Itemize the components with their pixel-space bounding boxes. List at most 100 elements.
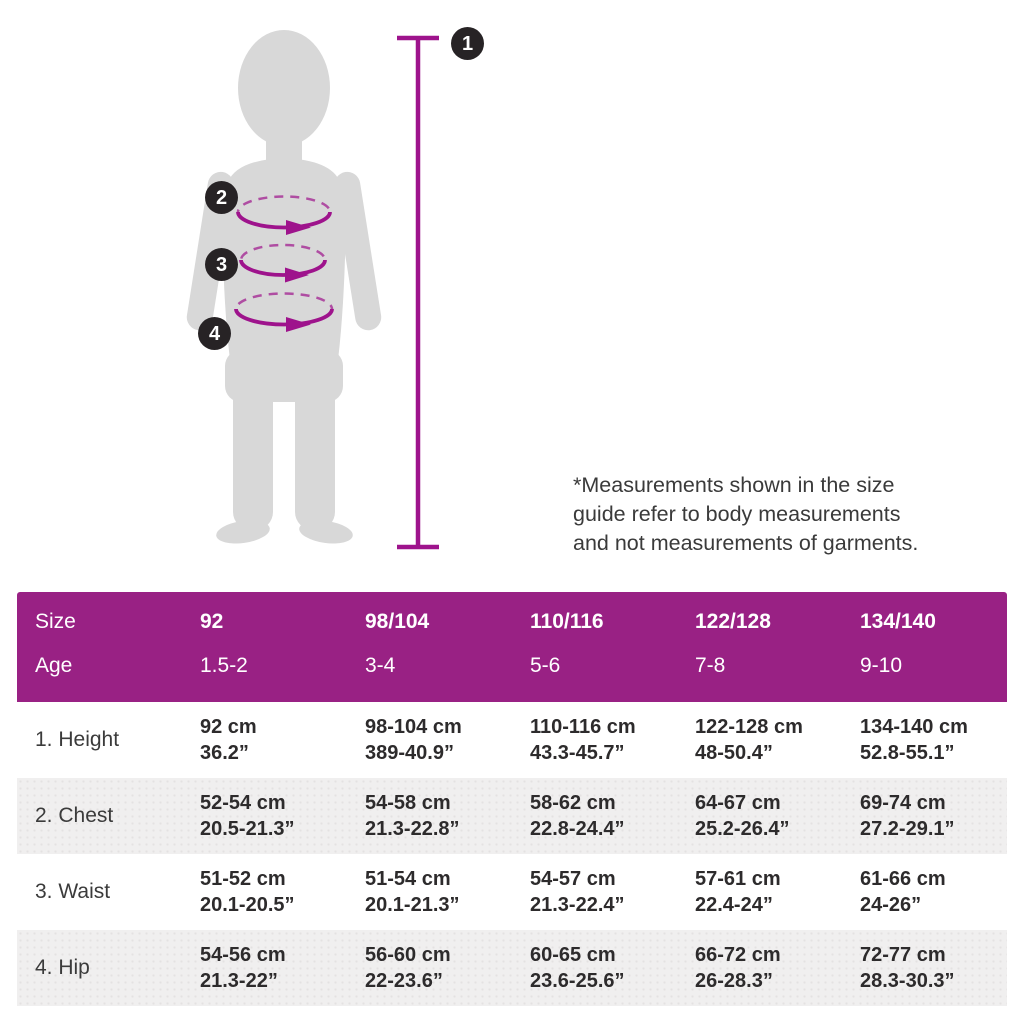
measurement-cell: 54-58 cm 21.3-22.8” xyxy=(347,790,512,842)
measurement-line: 52-54 cm xyxy=(200,792,286,814)
measurement-line: 66-72 cm xyxy=(695,944,781,966)
row-label: 4. Hip xyxy=(35,956,90,979)
size-value-0: 92 xyxy=(200,610,224,633)
row-label: 3. Waist xyxy=(35,880,111,903)
size-table: Size 92 98/104 110/116 122/128 134/140 Age 1.5… xyxy=(17,592,1007,1006)
marker-badge-height: 1 xyxy=(451,27,484,60)
size-value-4: 134/140 xyxy=(860,610,936,633)
measurement-cell: 122-128 cm 48-50.4” xyxy=(677,714,842,766)
age-value-0: 1.5-2 xyxy=(200,654,248,677)
chest-measure-ellipse xyxy=(236,195,332,235)
measurement-line: 60-65 cm xyxy=(530,944,616,966)
waist-arrow-icon xyxy=(285,267,309,283)
measurement-line: 22.8-24.4” xyxy=(530,818,625,840)
measurement-line: 22.4-24” xyxy=(695,894,773,916)
table-row: 1. Height 92 cm 36.2” 98-104 cm 389-40.9” 110… xyxy=(17,702,1007,778)
measurement-line: 54-56 cm xyxy=(200,944,286,966)
header-age-row: Age 1.5-2 3-4 5-6 7-8 9-10 xyxy=(17,644,1007,688)
measurement-line: 57-61 cm xyxy=(695,868,781,890)
row-label: 2. Chest xyxy=(35,804,114,827)
size-value-2: 110/116 xyxy=(530,610,604,633)
measurement-line: 48-50.4” xyxy=(695,742,773,764)
measurement-line: 52.8-55.1” xyxy=(860,742,955,764)
age-value-1: 3-4 xyxy=(365,654,396,677)
measurement-cell: 54-56 cm 21.3-22” xyxy=(182,942,347,994)
table-body: 1. Height 92 cm 36.2” 98-104 cm 389-40.9” 110… xyxy=(17,702,1007,1006)
note-line: guide refer to body measurements xyxy=(573,502,901,526)
child-silhouette xyxy=(186,30,382,544)
measurement-line: 25.2-26.4” xyxy=(695,818,790,840)
measurement-cell: 60-65 cm 23.6-25.6” xyxy=(512,942,677,994)
measurement-cell: 61-66 cm 24-26” xyxy=(842,866,1007,918)
measurement-cell: 58-62 cm 22.8-24.4” xyxy=(512,790,677,842)
measurement-cell: 110-116 cm 43.3-45.7” xyxy=(512,714,677,766)
header-size-row: Size 92 98/104 110/116 122/128 134/140 xyxy=(17,600,1007,644)
measurement-line: 122-128 cm xyxy=(695,716,803,738)
measurement-line: 20.1-21.3” xyxy=(365,894,460,916)
measurement-line: 72-77 cm xyxy=(860,944,946,966)
measurement-line: 43.3-45.7” xyxy=(530,742,625,764)
measurement-cell: 51-54 cm 20.1-21.3” xyxy=(347,866,512,918)
waist-measure-ellipse xyxy=(239,243,327,283)
figure-area: 1 2 3 4 xyxy=(180,20,500,570)
size-value-1: 98/104 xyxy=(365,610,430,633)
measurement-note: *Measurements shown in the size guide ref… xyxy=(573,471,963,558)
hip-arrow-icon xyxy=(286,317,311,332)
measurement-line: 51-52 cm xyxy=(200,868,286,890)
measurement-line: 51-54 cm xyxy=(365,868,451,890)
table-header: Size 92 98/104 110/116 122/128 134/140 Age 1.5… xyxy=(17,592,1007,702)
marker-badge-waist: 3 xyxy=(205,248,238,281)
measurement-line: 28.3-30.3” xyxy=(860,970,955,992)
measurement-line: 21.3-22.4” xyxy=(530,894,625,916)
table-row: 2. Chest 52-54 cm 20.5-21.3” 54-58 cm 21.3-2… xyxy=(17,778,1007,854)
note-line: and not measurements of garments. xyxy=(573,531,919,555)
size-label: Size xyxy=(35,610,76,633)
marker-badge-chest: 2 xyxy=(205,181,238,214)
measurement-cell: 64-67 cm 25.2-26.4” xyxy=(677,790,842,842)
measurement-cell: 54-57 cm 21.3-22.4” xyxy=(512,866,677,918)
measurement-line: 21.3-22.8” xyxy=(365,818,460,840)
age-value-4: 9-10 xyxy=(860,654,903,677)
age-value-3: 7-8 xyxy=(695,654,726,677)
measurement-cell: 92 cm 36.2” xyxy=(182,714,347,766)
measurement-line: 22-23.6” xyxy=(365,970,443,992)
table-row: 4. Hip 54-56 cm 21.3-22” 56-60 cm 22-23.6” 60… xyxy=(17,930,1007,1006)
measurement-line: 36.2” xyxy=(200,742,249,764)
measurement-cell: 51-52 cm 20.1-20.5” xyxy=(182,866,347,918)
measurement-line: 64-67 cm xyxy=(695,792,781,814)
measurement-line: 20.5-21.3” xyxy=(200,818,295,840)
measurement-line: 69-74 cm xyxy=(860,792,946,814)
age-value-2: 5-6 xyxy=(530,654,561,677)
marker-badge-hip: 4 xyxy=(198,317,231,350)
age-label: Age xyxy=(35,654,73,677)
table-row: 3. Waist 51-52 cm 20.1-20.5” 51-54 cm 20.1-2… xyxy=(17,854,1007,930)
row-label: 1. Height xyxy=(35,728,120,751)
note-line: *Measurements shown in the size xyxy=(573,473,895,497)
chest-arrow-icon xyxy=(286,220,311,235)
measurement-line: 23.6-25.6” xyxy=(530,970,625,992)
measurement-line: 26-28.3” xyxy=(695,970,773,992)
measurement-line: 24-26” xyxy=(860,894,922,916)
size-value-3: 122/128 xyxy=(695,610,771,633)
measurement-line: 54-57 cm xyxy=(530,868,616,890)
measurement-line: 134-140 cm xyxy=(860,716,968,738)
measurement-cell: 66-72 cm 26-28.3” xyxy=(677,942,842,994)
measurement-line: 110-116 cm xyxy=(530,716,636,738)
measurement-cell: 134-140 cm 52.8-55.1” xyxy=(842,714,1007,766)
measurement-cell: 56-60 cm 22-23.6” xyxy=(347,942,512,994)
measurement-line: 92 cm xyxy=(200,716,257,738)
measurement-line: 58-62 cm xyxy=(530,792,616,814)
measurement-cell: 69-74 cm 27.2-29.1” xyxy=(842,790,1007,842)
measurement-line: 54-58 cm xyxy=(365,792,451,814)
measurement-line: 21.3-22” xyxy=(200,970,278,992)
measurement-cell: 72-77 cm 28.3-30.3” xyxy=(842,942,1007,994)
measurement-line: 98-104 cm xyxy=(365,716,462,738)
measurement-line: 389-40.9” xyxy=(365,742,454,764)
hip-measure-ellipse xyxy=(234,292,334,332)
measurement-line: 61-66 cm xyxy=(860,868,946,890)
measurement-line: 20.1-20.5” xyxy=(200,894,295,916)
measurement-cell: 57-61 cm 22.4-24” xyxy=(677,866,842,918)
measurement-line: 27.2-29.1” xyxy=(860,818,955,840)
child-silhouette-graphic xyxy=(186,30,439,550)
